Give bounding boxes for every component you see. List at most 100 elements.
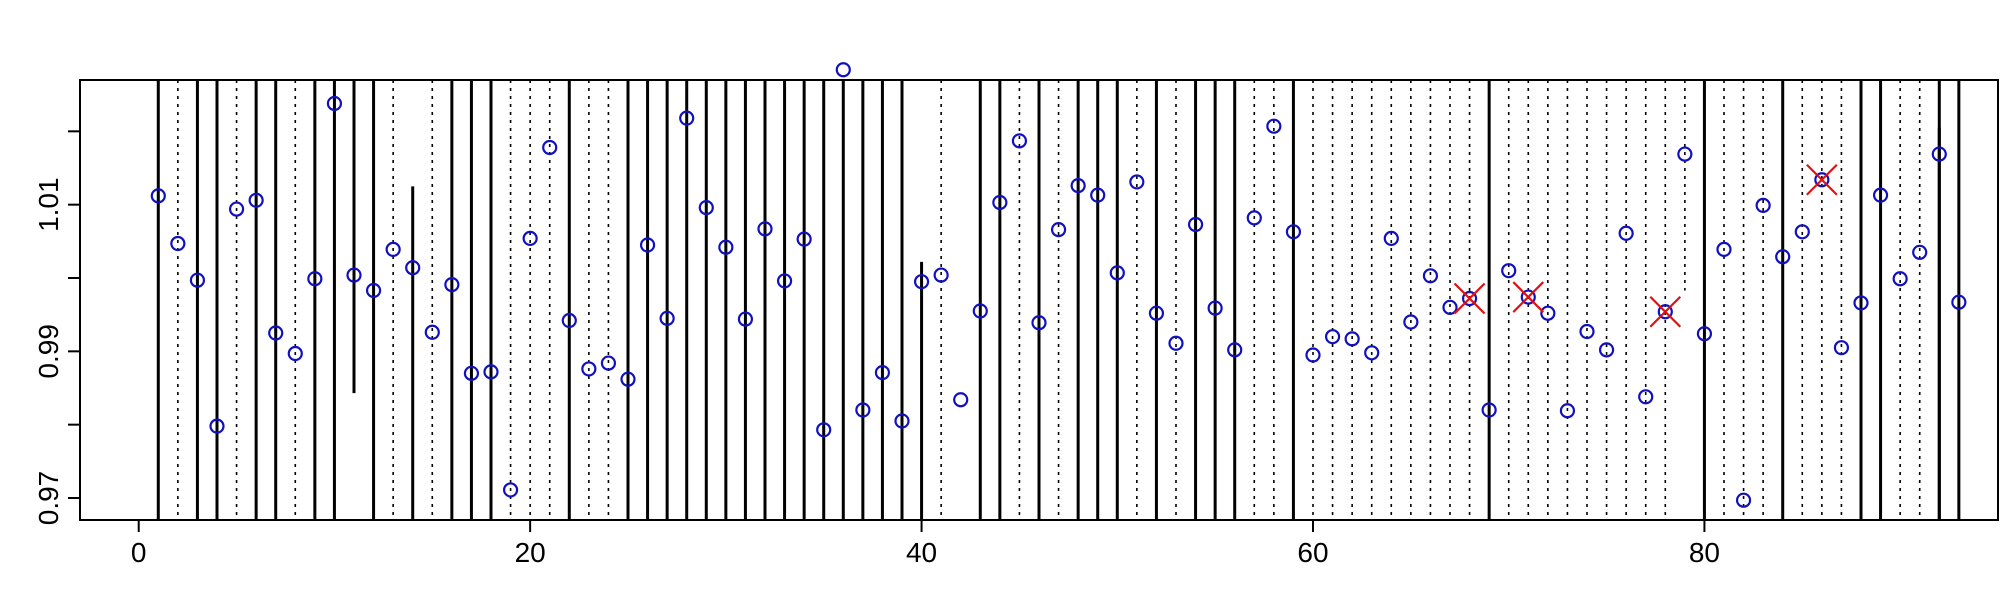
data-point (405, 260, 421, 276)
data-point (1540, 305, 1556, 321)
data-points (150, 62, 1967, 508)
data-point (502, 482, 519, 498)
data-point (1461, 290, 1478, 307)
data-point (1187, 216, 1204, 233)
data-point (776, 273, 793, 289)
data-point (1129, 174, 1145, 190)
data-point (1364, 345, 1380, 361)
data-point (248, 192, 264, 208)
data-point (1912, 244, 1928, 260)
data-point (1559, 403, 1576, 419)
data-point (1305, 347, 1321, 363)
data-point (679, 110, 695, 126)
data-point (1755, 197, 1771, 213)
data-point (522, 230, 538, 246)
flagged-point (1806, 163, 1838, 196)
data-point (1638, 389, 1654, 405)
y-tick-label: 0.97 (33, 471, 64, 526)
data-point (1872, 187, 1889, 203)
data-point (1383, 230, 1399, 246)
data-point (1931, 146, 1947, 162)
data-point (1696, 326, 1713, 342)
data-point (1403, 314, 1419, 330)
data-point (816, 422, 832, 438)
data-point (1794, 224, 1810, 240)
data-point (581, 361, 597, 377)
data-point (1951, 294, 1967, 310)
data-point (933, 267, 949, 283)
data-point (444, 277, 460, 293)
y-axis: 0.97 0.99 1.01 (33, 130, 80, 526)
data-point (561, 312, 577, 329)
flag-cross-stroke (1512, 281, 1545, 313)
flag-cross-stroke (1806, 163, 1838, 196)
data-point (600, 355, 617, 371)
data-point (972, 303, 988, 319)
data-point (1227, 342, 1243, 358)
data-point (1716, 241, 1732, 257)
data-point (620, 371, 636, 387)
data-point (659, 310, 675, 326)
data-point (1833, 340, 1850, 356)
vertical-lines (156, 80, 1961, 520)
data-point (953, 392, 969, 408)
data-point (1442, 299, 1458, 315)
data-point (346, 267, 362, 283)
data-point (1344, 331, 1360, 347)
x-tick-label: 80 (1689, 537, 1720, 568)
data-point (639, 237, 656, 253)
flag-cross-stroke (1453, 282, 1486, 315)
data-point (385, 241, 401, 257)
x-tick-label: 0 (131, 537, 147, 568)
data-point (737, 311, 754, 327)
data-point (365, 282, 382, 299)
data-point (1266, 118, 1282, 134)
data-point (1011, 133, 1028, 149)
y-tick-label: 1.01 (33, 177, 64, 232)
flagged-point (1649, 295, 1682, 328)
data-point (268, 325, 284, 341)
data-point (1579, 323, 1595, 340)
data-point (1148, 305, 1165, 321)
x-tick-label: 40 (906, 537, 937, 568)
data-point (757, 221, 773, 237)
y-tick-label: 0.99 (33, 324, 64, 379)
data-point (855, 402, 871, 418)
data-point (894, 413, 910, 429)
data-point (1246, 210, 1262, 226)
data-point (1109, 265, 1125, 281)
flagged-points (1453, 163, 1838, 328)
data-point (326, 95, 343, 112)
x-tick-label: 60 (1297, 537, 1328, 568)
data-point (228, 201, 245, 217)
data-point (835, 62, 851, 78)
data-point (463, 365, 480, 381)
flag-cross-stroke (1649, 295, 1682, 328)
data-point (1618, 225, 1634, 241)
data-point (913, 274, 930, 290)
data-point (1775, 249, 1791, 265)
data-point (170, 235, 186, 252)
data-point (698, 200, 714, 216)
data-point (483, 364, 499, 380)
data-point (1324, 329, 1341, 345)
data-point (150, 188, 166, 204)
flagged-point (1453, 282, 1486, 315)
flagged-point (1512, 281, 1545, 313)
data-point (1598, 342, 1615, 358)
data-point (189, 272, 206, 288)
data-point (209, 418, 225, 434)
data-point (1031, 315, 1047, 331)
data-point (1501, 263, 1517, 279)
data-point (1207, 300, 1223, 316)
data-point (1520, 289, 1536, 305)
data-point (1285, 224, 1302, 240)
data-point (1853, 295, 1869, 311)
data-point (542, 139, 558, 156)
data-point (1657, 304, 1673, 320)
x-tick-label: 20 (515, 537, 546, 568)
data-point (796, 231, 812, 247)
data-point (424, 324, 440, 340)
data-point (874, 365, 891, 381)
